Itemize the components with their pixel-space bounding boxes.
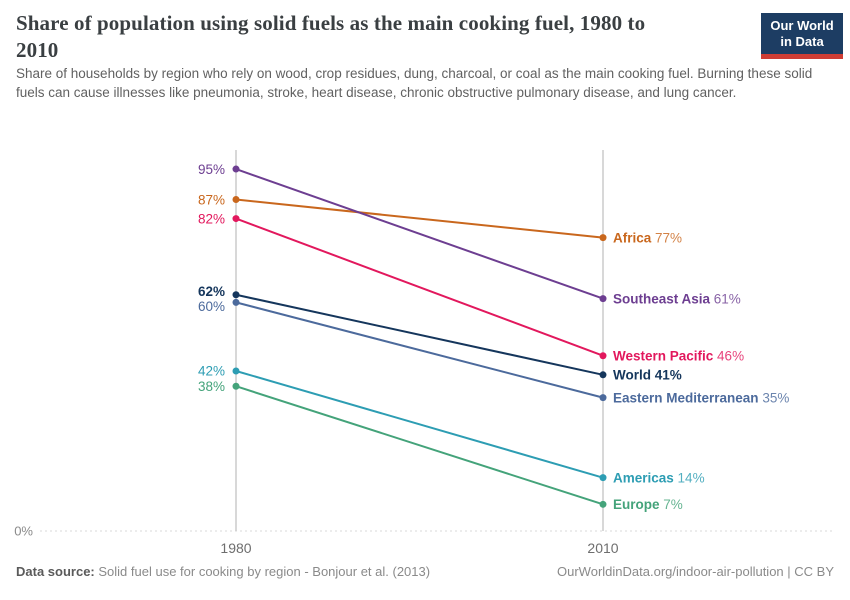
- series-point-africa-2010[interactable]: [599, 234, 607, 242]
- series-line-europe[interactable]: [235, 385, 604, 506]
- series-point-western-pacific-1980[interactable]: [232, 215, 240, 223]
- series-line-world[interactable]: [235, 293, 604, 376]
- series-start-label-europe: 38%: [198, 379, 225, 394]
- series-end-label-southeast-asia[interactable]: Southeast Asia 61%: [613, 291, 741, 306]
- logo-accent-bar: [761, 54, 843, 59]
- series-line-africa[interactable]: [235, 198, 604, 239]
- series-start-label-southeast-asia: 95%: [198, 162, 225, 177]
- chart-subtitle: Share of households by region who rely o…: [16, 66, 813, 100]
- series-end-label-europe[interactable]: Europe 7%: [613, 497, 683, 512]
- series-start-label-americas: 42%: [198, 364, 225, 379]
- series-line-eastern-mediterranean[interactable]: [235, 301, 604, 399]
- logo-line1: Our World: [770, 18, 834, 33]
- series-point-eastern-mediterranean-2010[interactable]: [599, 394, 607, 402]
- series-end-label-western-pacific[interactable]: Western Pacific 46%: [613, 348, 744, 363]
- data-source: Data source: Solid fuel use for cooking …: [16, 564, 430, 579]
- series-point-southeast-asia-1980[interactable]: [232, 165, 240, 173]
- series-end-label-africa[interactable]: Africa 77%: [613, 230, 682, 245]
- series-start-label-eastern-mediterranean: 60%: [198, 299, 225, 314]
- credit-link[interactable]: OurWorldinData.org/indoor-air-pollution …: [557, 564, 834, 579]
- y-axis-zero-label: 0%: [14, 524, 33, 539]
- series-point-western-pacific-2010[interactable]: [599, 352, 607, 360]
- data-source-label: Data source:: [16, 564, 95, 579]
- series-end-label-eastern-mediterranean[interactable]: Eastern Mediterranean 35%: [613, 390, 789, 405]
- series-line-western-pacific[interactable]: [235, 217, 604, 357]
- owid-logo[interactable]: Our World in Data: [761, 13, 843, 59]
- series-end-label-americas[interactable]: Americas 14%: [613, 470, 705, 485]
- logo-line2: in Data: [780, 34, 824, 49]
- x-axis-label-1980: 1980: [220, 540, 251, 556]
- series-point-southeast-asia-2010[interactable]: [599, 295, 607, 303]
- series-start-label-africa: 87%: [198, 192, 225, 207]
- page-title: Share of population using solid fuels as…: [16, 11, 646, 62]
- series-start-label-world: 62%: [198, 284, 225, 299]
- series-point-europe-1980[interactable]: [232, 382, 240, 390]
- series-point-eastern-mediterranean-1980[interactable]: [232, 298, 240, 306]
- series-line-southeast-asia[interactable]: [235, 168, 604, 300]
- series-start-label-western-pacific: 82%: [198, 211, 225, 226]
- data-source-text: Solid fuel use for cooking by region - B…: [98, 564, 431, 579]
- series-point-europe-2010[interactable]: [599, 500, 607, 508]
- chart-footer: Data source: Solid fuel use for cooking …: [16, 564, 834, 579]
- series-end-label-world[interactable]: World 41%: [613, 368, 682, 383]
- series-point-world-1980[interactable]: [232, 291, 240, 299]
- series-line-americas[interactable]: [235, 370, 604, 479]
- x-axis-label-2010: 2010: [587, 540, 618, 556]
- series-point-africa-1980[interactable]: [232, 196, 240, 204]
- series-point-world-2010[interactable]: [599, 371, 607, 379]
- series-point-americas-2010[interactable]: [599, 474, 607, 482]
- series-point-americas-1980[interactable]: [232, 367, 240, 375]
